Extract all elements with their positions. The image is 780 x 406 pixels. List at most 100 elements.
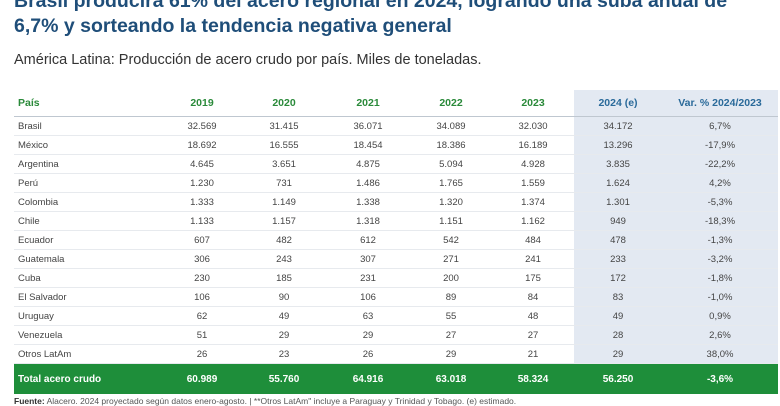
- value-cell: 23: [242, 344, 326, 364]
- value-cell: 1.230: [162, 173, 242, 193]
- value-cell: 1.301: [574, 192, 662, 212]
- value-cell: 1.162: [492, 211, 574, 231]
- value-cell: 482: [242, 230, 326, 250]
- source-label: Fuente:: [14, 396, 45, 406]
- table-body: Brasil 32.569 31.415 36.071 34.089 32.030 34.1…: [14, 116, 778, 364]
- value-cell: 51: [162, 325, 242, 345]
- value-cell: 106: [162, 287, 242, 307]
- value-cell: 1.318: [326, 211, 410, 231]
- table-row: Otros LatAm 26 23 26 29 21 29 38,0%: [14, 344, 778, 364]
- value-cell: 84: [492, 287, 574, 307]
- value-cell: 29: [574, 344, 662, 364]
- country-cell: Brasil: [14, 116, 162, 136]
- value-cell: 1.157: [242, 211, 326, 231]
- value-cell: 32.569: [162, 116, 242, 136]
- value-cell: -1,0%: [662, 287, 778, 307]
- table-row: Brasil 32.569 31.415 36.071 34.089 32.030 34.1…: [14, 116, 778, 136]
- value-cell: 34.172: [574, 116, 662, 136]
- table-row: Cuba 230 185 231 200 175 172 -1,8%: [14, 268, 778, 288]
- value-cell: -22,2%: [662, 154, 778, 174]
- value-cell: 4.875: [326, 154, 410, 174]
- table-row: Chile 1.133 1.157 1.318 1.151 1.162 949 -18,3%: [14, 211, 778, 231]
- value-cell: 271: [410, 249, 492, 269]
- country-cell: Perú: [14, 173, 162, 193]
- value-cell: 542: [410, 230, 492, 250]
- value-cell: 4,2%: [662, 173, 778, 193]
- value-cell: 29: [410, 344, 492, 364]
- value-cell: 306: [162, 249, 242, 269]
- country-cell: México: [14, 135, 162, 155]
- value-cell: 18.454: [326, 135, 410, 155]
- value-cell: 172: [574, 268, 662, 288]
- total-value-cell: 55.760: [242, 363, 326, 394]
- value-cell: 26: [326, 344, 410, 364]
- value-cell: 83: [574, 287, 662, 307]
- value-cell: 478: [574, 230, 662, 250]
- value-cell: 233: [574, 249, 662, 269]
- table-row: Ecuador 607 482 612 542 484 478 -1,3%: [14, 230, 778, 250]
- value-cell: 231: [326, 268, 410, 288]
- value-cell: 55: [410, 306, 492, 326]
- value-cell: 4.928: [492, 154, 574, 174]
- value-cell: 4.645: [162, 154, 242, 174]
- value-cell: -5,3%: [662, 192, 778, 212]
- total-value-cell: 56.250: [574, 363, 662, 394]
- country-cell: Ecuador: [14, 230, 162, 250]
- country-cell: Colombia: [14, 192, 162, 212]
- column-header-country: País: [14, 90, 162, 117]
- value-cell: 1.486: [326, 173, 410, 193]
- value-cell: 18.386: [410, 135, 492, 155]
- steel-production-table: País 2019 2020 2021 2022 2023 2024 (e) Var. % 2…: [14, 90, 778, 394]
- value-cell: 1.765: [410, 173, 492, 193]
- column-header: 2022: [410, 90, 492, 117]
- value-cell: 949: [574, 211, 662, 231]
- country-cell: El Salvador: [14, 287, 162, 307]
- value-cell: 1.338: [326, 192, 410, 212]
- value-cell: 89: [410, 287, 492, 307]
- table-row: México 18.692 16.555 18.454 18.386 16.189 13.2…: [14, 135, 778, 155]
- value-cell: 1.624: [574, 173, 662, 193]
- value-cell: 29: [242, 325, 326, 345]
- table-row: Uruguay 62 49 63 55 48 49 0,9%: [14, 306, 778, 326]
- value-cell: 106: [326, 287, 410, 307]
- total-value-cell: 60.989: [162, 363, 242, 394]
- column-header: 2024 (e): [574, 90, 662, 117]
- value-cell: -1,3%: [662, 230, 778, 250]
- table-row: Argentina 4.645 3.651 4.875 5.094 4.928 3.835-…: [14, 154, 778, 174]
- value-cell: 307: [326, 249, 410, 269]
- total-value-cell: 63.018: [410, 363, 492, 394]
- table-footer: Total acero crudo 60.989 55.760 64.916 63.01…: [14, 363, 778, 394]
- value-cell: 243: [242, 249, 326, 269]
- value-cell: -18,3%: [662, 211, 778, 231]
- value-cell: 3.651: [242, 154, 326, 174]
- value-cell: 185: [242, 268, 326, 288]
- value-cell: 1.133: [162, 211, 242, 231]
- value-cell: 18.692: [162, 135, 242, 155]
- value-cell: 484: [492, 230, 574, 250]
- value-cell: 27: [410, 325, 492, 345]
- steel-production-table-container: País 2019 2020 2021 2022 2023 2024 (e) Var. % 2…: [14, 90, 778, 394]
- country-cell: Venezuela: [14, 325, 162, 345]
- value-cell: 230: [162, 268, 242, 288]
- column-header: Var. % 2024/2023: [662, 90, 778, 117]
- column-header: 2021: [326, 90, 410, 117]
- value-cell: 90: [242, 287, 326, 307]
- value-cell: 29: [326, 325, 410, 345]
- headline: Brasil producirá 61% del acero regional …: [14, 0, 728, 37]
- country-cell: Chile: [14, 211, 162, 231]
- value-cell: 32.030: [492, 116, 574, 136]
- value-cell: 34.089: [410, 116, 492, 136]
- value-cell: -17,9%: [662, 135, 778, 155]
- value-cell: 2,6%: [662, 325, 778, 345]
- value-cell: 48: [492, 306, 574, 326]
- value-cell: 21: [492, 344, 574, 364]
- value-cell: 731: [242, 173, 326, 193]
- value-cell: 5.094: [410, 154, 492, 174]
- table-header: País 2019 2020 2021 2022 2023 2024 (e) Var. % 2…: [14, 90, 778, 117]
- value-cell: 27: [492, 325, 574, 345]
- value-cell: 13.296: [574, 135, 662, 155]
- total-row: Total acero crudo 60.989 55.760 64.916 63.01…: [14, 363, 778, 394]
- value-cell: 1.374: [492, 192, 574, 212]
- header-row: País 2019 2020 2021 2022 2023 2024 (e) Var. % 2…: [14, 90, 778, 117]
- source-text: Alacero. 2024 proyectado según datos ene…: [46, 396, 517, 406]
